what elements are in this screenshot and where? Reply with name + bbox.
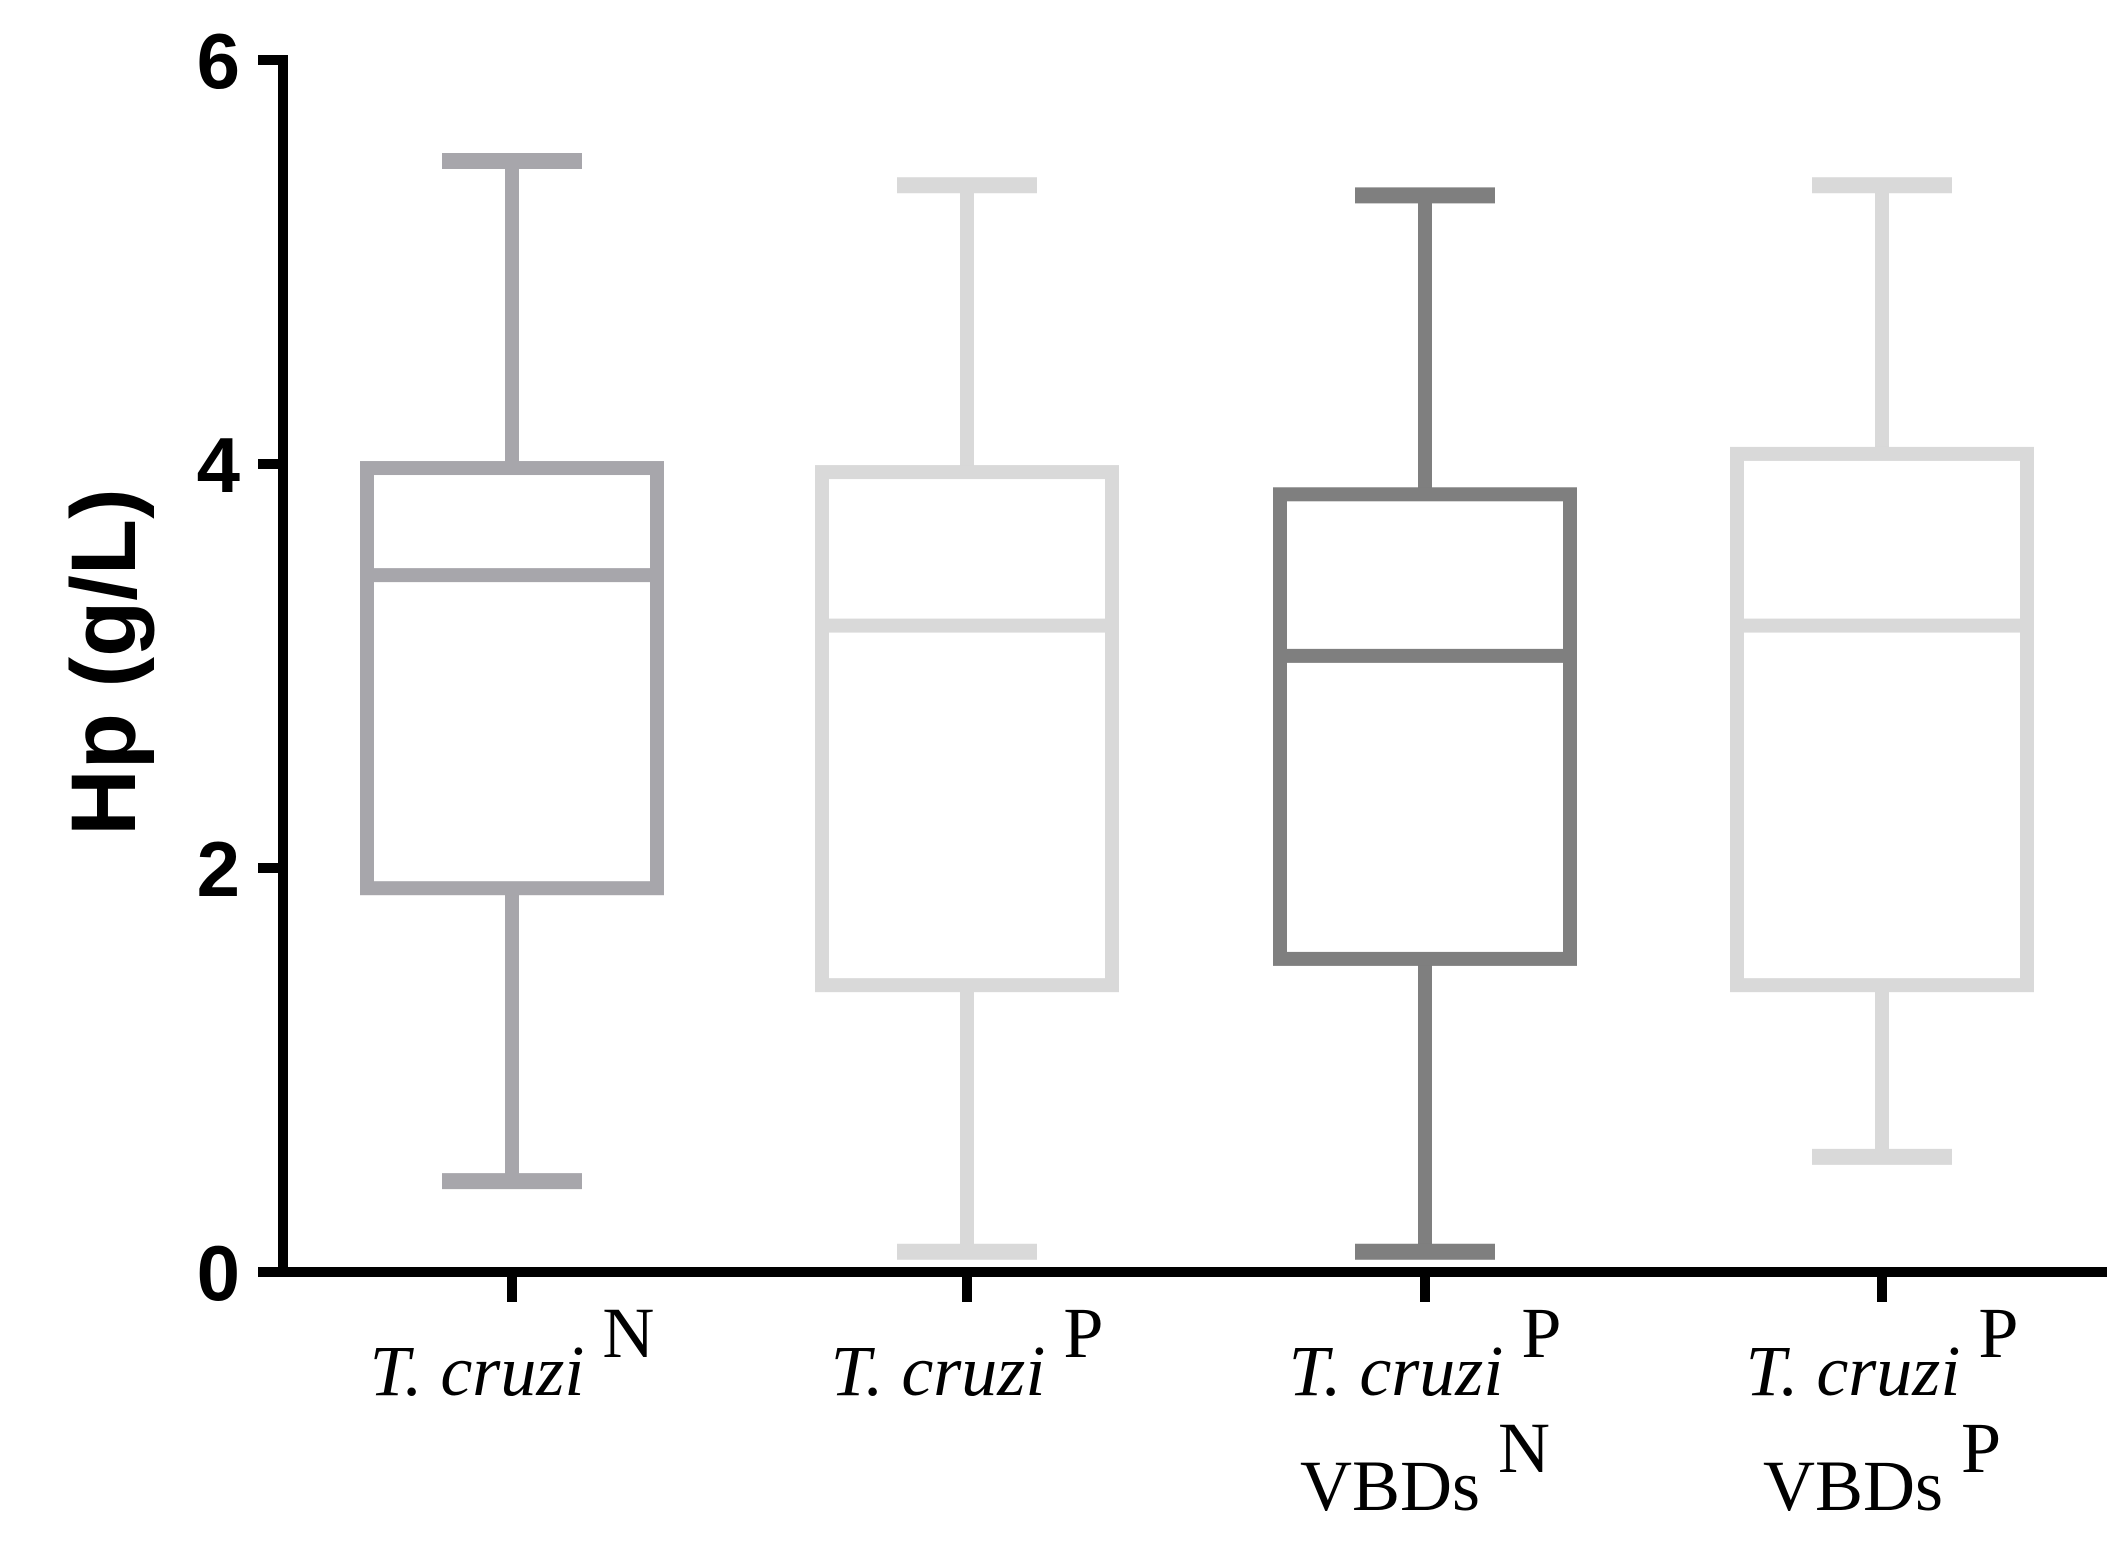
category-label-italic: T. cruzi: [1289, 1331, 1522, 1411]
axes-layer: [278, 55, 2107, 1277]
y-tick-label: 4: [197, 421, 240, 509]
boxes-layer: [360, 153, 2034, 1260]
iqr-box: [1730, 446, 2034, 993]
category-label-line1: T. cruzi P: [1746, 1293, 2019, 1411]
y-ticks-layer: 0 2 4 6: [197, 17, 283, 1317]
category-label-superscript: N: [602, 1293, 654, 1373]
box-group-1: [360, 153, 664, 1190]
box-group-3: [1273, 187, 1577, 1260]
iqr-box: [1273, 487, 1577, 966]
box-group-2: [815, 177, 1119, 1260]
category-label-italic: T. cruzi: [1746, 1331, 1979, 1411]
category-label-superscript: P: [1978, 1293, 2018, 1373]
category-label-line2-superscript: N: [1498, 1408, 1550, 1488]
category-label-2: T. cruzi P: [831, 1293, 1104, 1411]
category-label-1: T. cruzi N: [370, 1293, 655, 1411]
category-label-line2-text: VBDs: [1763, 1446, 1961, 1526]
category-label-superscript: P: [1063, 1293, 1103, 1373]
category-label-italic: T. cruzi: [370, 1331, 603, 1411]
iqr-box: [360, 461, 664, 896]
y-tick-label: 0: [197, 1229, 240, 1317]
category-label-line1: T. cruzi P: [831, 1293, 1104, 1411]
box-group-4: [1730, 177, 2034, 1165]
iqr-box: [815, 465, 1119, 993]
category-label-line2: VBDs N: [1300, 1408, 1550, 1526]
category-label-line2-text: VBDs: [1300, 1446, 1498, 1526]
y-tick-label: 2: [197, 825, 240, 913]
y-tick-label: 6: [197, 17, 240, 105]
category-label-line2-superscript: P: [1961, 1408, 2001, 1488]
y-axis-title: Hp (g/L): [53, 488, 155, 835]
x-ticks-layer: [507, 1272, 1887, 1302]
category-label-line1: T. cruzi N: [370, 1293, 655, 1411]
category-label-line2: VBDs P: [1763, 1408, 2001, 1526]
category-label-italic: T. cruzi: [831, 1331, 1064, 1411]
category-label-line1: T. cruzi P: [1289, 1293, 1562, 1411]
category-label-superscript: P: [1521, 1293, 1561, 1373]
